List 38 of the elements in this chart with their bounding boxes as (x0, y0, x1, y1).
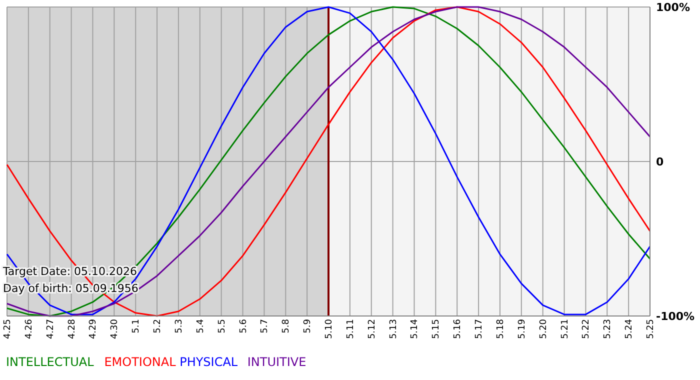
y-tick-label: 100% (656, 0, 690, 14)
text: EMOTIONAL (104, 355, 176, 369)
text: INTUITIVE (247, 355, 306, 369)
x-tick-label: 4.29 (88, 318, 99, 340)
x-tick-label: 5.2 (153, 319, 164, 334)
x-tick-label: 5.10 (324, 318, 334, 340)
x-tick-label: 5.4 (196, 318, 206, 334)
x-tick-label: 5.22 (582, 319, 592, 340)
x-tick-label: 5.19 (517, 318, 528, 340)
x-tick-label: 5.18 (496, 318, 506, 340)
x-tick-label: 5.14 (410, 318, 420, 340)
x-tick-label: 4.26 (24, 318, 34, 340)
x-tick-label: 5.11 (346, 319, 356, 340)
x-tick-label: 5.7 (260, 319, 270, 334)
x-tick-label: 5.20 (538, 318, 549, 340)
x-tick-label: 5.1 (132, 319, 142, 334)
y-tick-label: -100% (656, 310, 695, 323)
x-tick-label: 5.8 (282, 318, 292, 334)
x-tick-label: 4.30 (110, 318, 120, 340)
x-tick-label: 5.16 (453, 318, 464, 340)
x-tick-label: 5.21 (560, 319, 570, 340)
x-tick-label: 5.25 (646, 319, 656, 340)
text: PHYSICAL (180, 355, 238, 369)
x-tick-label: 5.9 (303, 318, 314, 334)
x-tick-label: 5.12 (367, 319, 378, 340)
x-tick-label: 5.17 (474, 319, 485, 340)
y-tick-label: 0 (656, 155, 664, 168)
x-tick-label: 4.27 (46, 319, 56, 340)
x-tick-label: 5.15 (432, 319, 442, 340)
x-tick-label: 4.28 (67, 318, 78, 340)
x-tick-label: 5.13 (388, 319, 399, 340)
x-tick-label: 5.3 (174, 319, 184, 334)
x-tick-label: 5.23 (603, 319, 614, 340)
text: INTELLECTUAL (6, 355, 94, 369)
x-tick-label: 5.24 (624, 318, 635, 340)
x-tick-label: 5.5 (217, 319, 228, 334)
x-tick-label: 5.6 (238, 318, 249, 334)
x-tick-label: 4.25 (3, 319, 13, 340)
